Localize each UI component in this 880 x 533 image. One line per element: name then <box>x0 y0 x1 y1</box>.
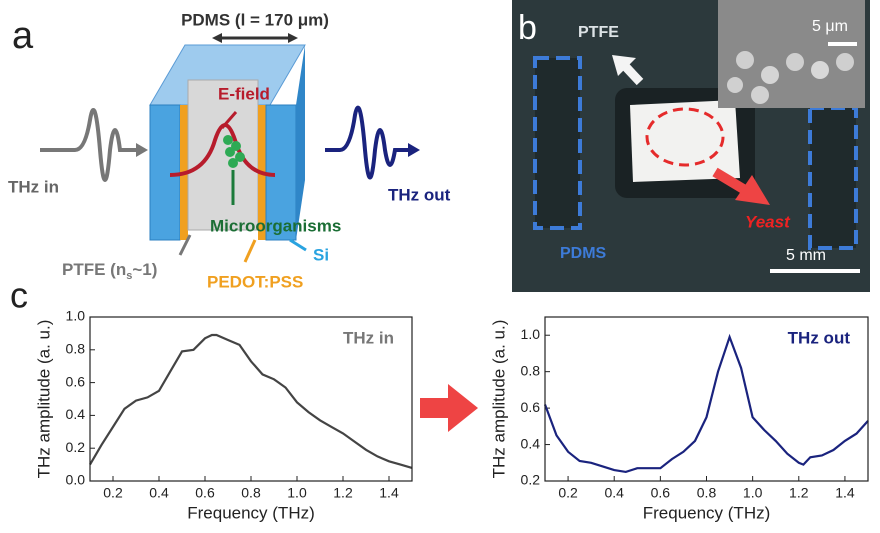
x-tick-label: 0.8 <box>697 485 717 501</box>
x-tick-label: 0.6 <box>651 485 671 501</box>
scale-label: 5 mm <box>786 247 826 264</box>
si-arrow <box>289 238 307 252</box>
plot-frame <box>544 316 869 482</box>
ptfe-main: PTFE (n <box>62 260 126 279</box>
x-tick-label: 0.8 <box>241 485 261 501</box>
ptfe-rest: ~1) <box>132 260 157 279</box>
ptfe-sub: s <box>126 270 132 282</box>
panel-label: c <box>10 275 28 316</box>
cell <box>761 66 779 84</box>
microbe <box>223 135 233 145</box>
x-tick-label: 1.2 <box>333 485 353 501</box>
y-tick-label: 0.6 <box>521 399 541 415</box>
x-tick-label: 1.0 <box>743 485 763 501</box>
right-slab <box>265 104 297 241</box>
data-line <box>543 333 869 474</box>
pdms-region <box>808 106 858 250</box>
wave-out <box>325 105 412 180</box>
pdms-label: PDMS (l = 170 μm) <box>181 10 329 29</box>
x-tick-label: 0.2 <box>558 485 578 501</box>
cell <box>811 61 829 79</box>
y-tick-label: 0.8 <box>66 341 86 357</box>
x-axis-label: Frequency (THz) <box>187 503 315 522</box>
thz-out-label: THz out <box>388 185 451 204</box>
x-axis-label: Frequency (THz) <box>643 503 771 522</box>
y-tick-label: 0.2 <box>66 439 86 455</box>
ptfe-arrow <box>621 62 644 86</box>
microbe <box>225 147 235 157</box>
y-tick-label: 0.4 <box>521 435 541 451</box>
ptfe-arrow <box>178 234 192 256</box>
inset-scale-label: 5 μm <box>812 18 848 35</box>
x-tick-label: 0.6 <box>195 485 215 501</box>
arrow-head <box>735 175 770 205</box>
y-tick-label: 0.2 <box>521 472 541 488</box>
yeast-label: Yeast <box>745 212 791 231</box>
microbe <box>228 158 238 168</box>
ptfe-photo-label: PTFE <box>578 24 619 41</box>
cell <box>727 77 743 93</box>
y-tick-label: 0.4 <box>66 406 86 422</box>
left-slab <box>149 104 181 241</box>
x-tick-label: 1.2 <box>789 485 809 501</box>
x-tick-label: 1.4 <box>835 485 855 501</box>
y-tick-label: 1.0 <box>66 308 86 324</box>
microbe <box>235 152 245 162</box>
y-axis-label: THz amplitude (a. u.) <box>34 320 53 479</box>
annotation: THz out <box>788 328 851 347</box>
ptfe-core <box>187 79 259 231</box>
arrow-head <box>288 33 298 43</box>
cell <box>736 51 754 69</box>
arrow-head <box>212 33 222 43</box>
ptfe-film <box>630 100 740 182</box>
cell <box>836 53 854 71</box>
pdms-region <box>533 56 582 230</box>
sample-area <box>645 107 725 167</box>
si-label: Si <box>313 245 329 264</box>
pedot-arrow <box>243 239 257 263</box>
y-axis-label: THz amplitude (a. u.) <box>489 320 508 479</box>
cell <box>786 53 804 71</box>
wave-in <box>40 108 140 182</box>
y-tick-label: 0.6 <box>66 373 86 389</box>
panel-label: b <box>518 9 537 47</box>
x-tick-label: 1.4 <box>379 485 399 501</box>
x-tick-label: 0.4 <box>149 485 169 501</box>
pedot-label: PEDOT:PSS <box>207 272 303 291</box>
arrow-head <box>408 143 420 157</box>
arrow-head <box>136 143 148 157</box>
cell <box>751 86 769 104</box>
transfer-arrow <box>420 384 478 432</box>
annotation: THz in <box>343 328 394 347</box>
e-field-arrow <box>220 111 238 129</box>
data-line <box>89 333 413 469</box>
pdms-photo-label: PDMS <box>560 245 607 262</box>
plot-frame <box>89 316 413 482</box>
arrow-head <box>612 55 636 76</box>
ptfe-label: PTFE (ns~1) <box>62 260 157 281</box>
y-tick-label: 0.8 <box>521 362 541 378</box>
y-tick-label: 0.0 <box>66 472 86 488</box>
y-tick-label: 1.0 <box>521 326 541 342</box>
thz-in-label: THz in <box>8 177 59 196</box>
micro-label: Microorganisms <box>210 216 341 235</box>
yeast-arrow <box>712 167 748 195</box>
box-side <box>296 45 305 240</box>
x-tick-label: 0.2 <box>103 485 123 501</box>
x-tick-label: 0.4 <box>604 485 624 501</box>
x-tick-label: 1.0 <box>287 485 307 501</box>
e-field-label: E-field <box>218 84 270 103</box>
panel-label: a <box>12 15 34 57</box>
